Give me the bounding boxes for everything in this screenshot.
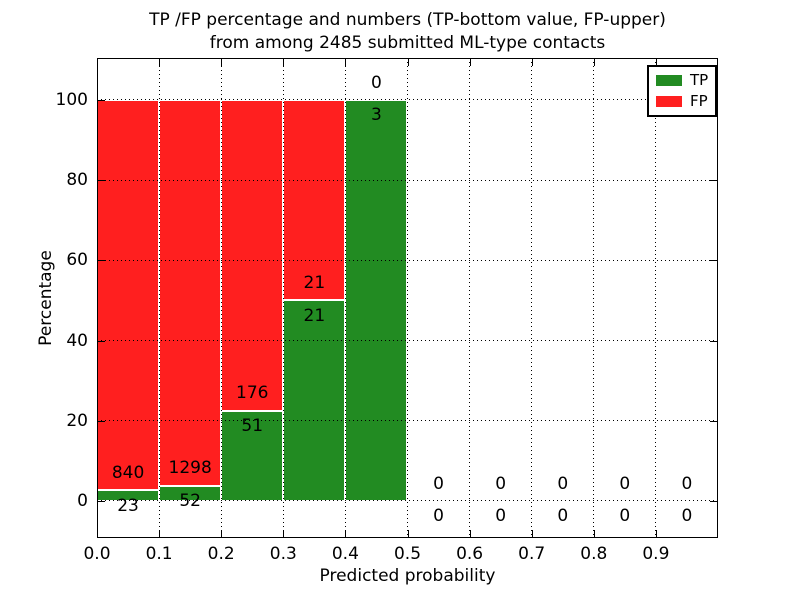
fp-count-label: 0 [433, 473, 444, 494]
y-tick-label: 20 [66, 410, 88, 431]
x-tick-mark-bottom [593, 530, 595, 537]
tp-count-label: 0 [557, 506, 569, 527]
fp-count-label: 840 [111, 462, 145, 483]
x-tick-mark-bottom [531, 530, 533, 537]
x-tick-label: 0.3 [269, 544, 297, 564]
v-gridline [407, 58, 408, 538]
v-gridline [655, 58, 657, 538]
x-tick-label: 0.7 [518, 544, 546, 564]
bar-tp-segment [221, 410, 284, 501]
x-tick-label: 0.2 [207, 544, 235, 564]
y-axis-label: Percentage [36, 250, 56, 346]
bar-fp-segment [97, 99, 160, 491]
chart-title: TP /FP percentage and numbers (TP-bottom… [0, 9, 800, 55]
x-tick-mark-top [345, 59, 347, 66]
x-tick-mark-bottom [283, 530, 285, 537]
legend-item-tp: TP [656, 73, 708, 88]
v-gridline [469, 58, 471, 538]
y-tick-label: 80 [66, 170, 88, 191]
legend: TP FP [647, 65, 717, 117]
bar-tp-segment [345, 99, 408, 501]
x-tick-mark-top [159, 59, 161, 66]
fp-count-label: 0 [557, 473, 569, 494]
legend-label-fp: FP [690, 92, 708, 110]
bar-fp-segment [221, 99, 284, 411]
x-tick-label: 0.4 [331, 544, 359, 564]
x-tick-label: 0.6 [456, 544, 484, 564]
tp-count-label: 52 [179, 490, 201, 511]
tp-count-label: 0 [495, 506, 507, 527]
x-tick-label: 0.1 [145, 544, 173, 564]
v-gridline [282, 58, 284, 538]
y-tick-label: 100 [55, 89, 88, 110]
chart-title-line1: TP /FP percentage and numbers (TP-bottom… [149, 10, 666, 30]
fp-count-label: 0 [495, 473, 507, 494]
x-tick-label: 0.5 [393, 544, 422, 564]
tp-count-label: 3 [371, 105, 382, 126]
tp-count-label: 21 [303, 305, 326, 326]
x-tick-mark-bottom [655, 530, 657, 537]
v-gridline [158, 58, 160, 538]
legend-item-fp: FP [656, 94, 708, 109]
bar-tp-segment [159, 485, 222, 501]
fp-color-swatch [656, 96, 682, 107]
x-tick-mark-top [531, 59, 533, 66]
x-tick-mark-top [97, 59, 98, 66]
y-tick-mark-right [710, 260, 717, 262]
x-tick-mark-top [283, 59, 285, 66]
x-tick-mark-top [593, 59, 595, 66]
y-tick-label: 0 [77, 490, 88, 511]
y-tick-label: 40 [66, 330, 88, 351]
x-tick-label: 0.0 [83, 544, 111, 564]
y-tick-mark-right [710, 180, 717, 182]
legend-label-tp: TP [690, 71, 709, 89]
x-tick-label: 0.8 [580, 544, 608, 564]
tp-count-label: 23 [117, 495, 139, 516]
fp-count-label: 176 [236, 383, 269, 404]
y-tick-mark-left [98, 99, 105, 101]
fp-count-label: 1298 [168, 458, 212, 479]
v-gridline [220, 58, 222, 538]
v-gridline [593, 58, 595, 538]
fp-count-label: 21 [303, 273, 326, 294]
tp-count-label: 0 [681, 506, 693, 527]
chart-title-line2: from among 2485 submitted ML-type contac… [209, 33, 606, 53]
fp-count-label: 0 [681, 473, 693, 494]
x-axis-label: Predicted probability [319, 566, 496, 586]
bar-fp-segment [159, 99, 222, 486]
x-tick-mark-top [469, 59, 471, 66]
v-gridline [531, 58, 533, 538]
y-tick-mark-left [98, 420, 105, 422]
v-gridline [344, 58, 346, 538]
y-tick-mark-left [98, 180, 105, 182]
fp-count-label: 0 [619, 473, 631, 494]
y-tick-mark-right [710, 340, 717, 342]
tp-count-label: 0 [619, 506, 631, 527]
x-tick-mark-bottom [345, 530, 347, 537]
x-tick-mark-bottom [159, 530, 161, 537]
bar-fp-segment [283, 99, 346, 301]
x-tick-mark-bottom [407, 530, 409, 537]
x-tick-mark-top [221, 59, 223, 66]
x-tick-mark-bottom [97, 530, 98, 537]
y-tick-mark-left [98, 260, 105, 262]
x-tick-label: 0.9 [642, 544, 670, 564]
x-tick-mark-top [655, 59, 657, 66]
tp-count-label: 0 [433, 506, 444, 527]
y-tick-mark-left [98, 500, 105, 502]
fp-count-label: 0 [371, 72, 382, 93]
tp-count-label: 51 [241, 416, 264, 437]
bar-tp-segment [283, 300, 346, 501]
y-tick-mark-right [710, 420, 717, 422]
x-tick-mark-bottom [469, 530, 471, 537]
x-tick-mark-bottom [221, 530, 223, 537]
y-tick-label: 60 [66, 250, 88, 271]
tp-color-swatch [656, 75, 682, 86]
y-tick-mark-right [710, 500, 717, 502]
x-tick-mark-top [407, 59, 409, 66]
y-tick-mark-left [98, 340, 105, 342]
